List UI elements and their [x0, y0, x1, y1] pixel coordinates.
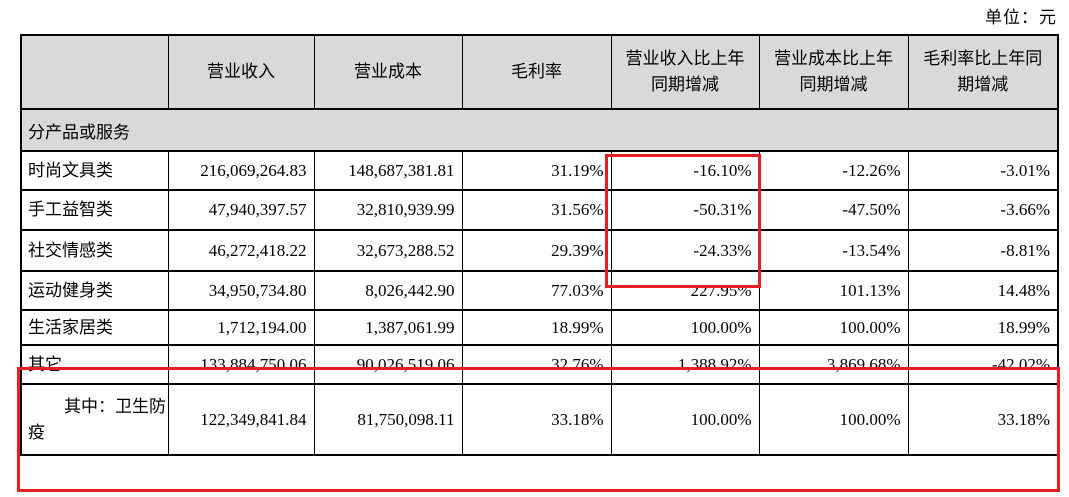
cell-margin-yoy: -8.81% [907, 229, 1059, 272]
cell-revenue-yoy: 100.00% [610, 383, 760, 456]
cell-margin-yoy: -3.01% [907, 150, 1059, 191]
cell-cost: 81,750,098.11 [313, 383, 463, 456]
cell-revenue: 1,712,194.00 [167, 309, 315, 346]
cell-category: 其中：卫生防疫 [20, 383, 169, 456]
cell-margin-yoy: -3.66% [907, 189, 1059, 231]
table-row: 其中：卫生防疫 122,349,841.84 81,750,098.11 33.… [20, 383, 1059, 456]
section-label: 分产品或服务 [20, 108, 1059, 152]
cell-revenue: 47,940,397.57 [167, 189, 315, 231]
header-cell-revenue-yoy: 营业收入比上年同期增减 [610, 34, 760, 110]
cell-category: 生活家居类 [20, 309, 169, 346]
cell-category: 其它 [20, 344, 169, 385]
cell-margin: 18.99% [461, 309, 612, 346]
cell-cost-yoy: 100.00% [758, 383, 909, 456]
cell-cost-yoy: 100.00% [758, 309, 909, 346]
cell-cost: 8,026,442.90 [313, 270, 463, 311]
cell-cost: 90,026,519.06 [313, 344, 463, 385]
cell-revenue: 122,349,841.84 [167, 383, 315, 456]
table-row: 运动健身类 34,950,734.80 8,026,442.90 77.03% … [20, 270, 1059, 311]
cell-cost-yoy: 101.13% [758, 270, 909, 311]
cell-cost-yoy: -47.50% [758, 189, 909, 231]
cell-revenue-yoy: -16.10% [610, 150, 760, 191]
cell-revenue: 216,069,264.83 [167, 150, 315, 191]
header-cell-cost-yoy: 营业成本比上年同期增减 [758, 34, 909, 110]
table-header-row: 营业收入 营业成本 毛利率 营业收入比上年同期增减 营业成本比上年同期增减 毛利… [20, 34, 1059, 110]
cell-revenue: 46,272,418.22 [167, 229, 315, 272]
table-row: 生活家居类 1,712,194.00 1,387,061.99 18.99% 1… [20, 309, 1059, 346]
cell-cost: 32,810,939.99 [313, 189, 463, 231]
header-cell-margin: 毛利率 [461, 34, 612, 110]
table-row: 手工益智类 47,940,397.57 32,810,939.99 31.56%… [20, 189, 1059, 231]
cell-margin-yoy: 18.99% [907, 309, 1059, 346]
cell-cost-yoy: -12.26% [758, 150, 909, 191]
cell-margin: 77.03% [461, 270, 612, 311]
unit-label: 单位：元 [985, 8, 1057, 27]
section-row: 分产品或服务 [20, 108, 1059, 152]
cell-margin: 31.19% [461, 150, 612, 191]
header-cell-cost: 营业成本 [313, 34, 463, 110]
cell-margin-yoy: -42.02% [907, 344, 1059, 385]
cell-margin-yoy: 14.48% [907, 270, 1059, 311]
cell-category: 手工益智类 [20, 189, 169, 231]
cell-revenue: 133,884,750.06 [167, 344, 315, 385]
cell-cost: 32,673,288.52 [313, 229, 463, 272]
header-cell-margin-yoy: 毛利率比上年同期增减 [907, 34, 1059, 110]
cell-revenue-yoy: -50.31% [610, 189, 760, 231]
cell-cost: 1,387,061.99 [313, 309, 463, 346]
cell-revenue-yoy: -24.33% [610, 229, 760, 272]
cell-margin: 32.76% [461, 344, 612, 385]
cell-revenue: 34,950,734.80 [167, 270, 315, 311]
cell-cost: 148,687,381.81 [313, 150, 463, 191]
cell-margin: 29.39% [461, 229, 612, 272]
cell-margin: 31.56% [461, 189, 612, 231]
table-row: 其它 133,884,750.06 90,026,519.06 32.76% 1… [20, 344, 1059, 385]
cell-cost-yoy: -13.54% [758, 229, 909, 272]
cell-revenue-yoy: 1,388.92% [610, 344, 760, 385]
cell-margin-yoy: 33.18% [907, 383, 1059, 456]
table-row: 社交情感类 46,272,418.22 32,673,288.52 29.39%… [20, 229, 1059, 272]
cell-margin: 33.18% [461, 383, 612, 456]
financial-table: 营业收入 营业成本 毛利率 营业收入比上年同期增减 营业成本比上年同期增减 毛利… [20, 34, 1059, 456]
cell-category: 社交情感类 [20, 229, 169, 272]
cell-revenue-yoy: 227.95% [610, 270, 760, 311]
cell-cost-yoy: 3,869.68% [758, 344, 909, 385]
cell-revenue-yoy: 100.00% [610, 309, 760, 346]
cell-category: 时尚文具类 [20, 150, 169, 191]
table-row: 时尚文具类 216,069,264.83 148,687,381.81 31.1… [20, 150, 1059, 191]
cell-category: 运动健身类 [20, 270, 169, 311]
header-cell-revenue: 营业收入 [167, 34, 315, 110]
header-cell-category [20, 34, 169, 110]
